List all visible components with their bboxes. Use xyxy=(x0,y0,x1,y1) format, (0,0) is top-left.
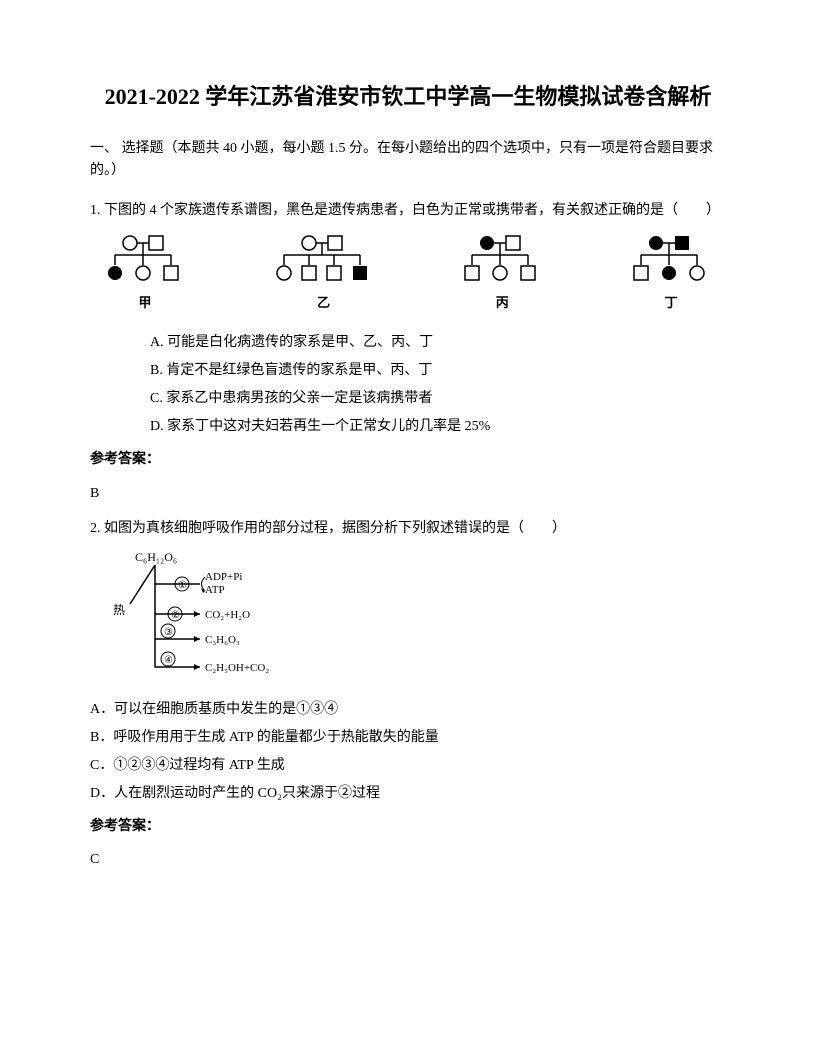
question-1: 1. 下图的 4 个家族遗传系谱图，黑色是遗传病患者，白色为正常或携带者，有关叙… xyxy=(90,198,726,506)
q2-diagram: C₆H₁₂O₆ 热 ① ADP+Pi ATP ② CO₂+H₂O xyxy=(110,549,726,688)
pedigree-ding: 丁 xyxy=(626,233,716,314)
q1-option-a: A. 可能是白化病遗传的家系是甲、乙、丙、丁 xyxy=(150,329,726,357)
respiration-diagram-svg: C₆H₁₂O₆ 热 ① ADP+Pi ATP ② CO₂+H₂O xyxy=(110,549,330,679)
q1-answer-label: 参考答案： xyxy=(90,447,726,472)
glucose-label: C₆H₁₂O₆ xyxy=(135,550,177,564)
q1-options: A. 可能是白化病遗传的家系是甲、乙、丙、丁 B. 肯定不是红绿色盲遗传的家系是… xyxy=(90,329,726,441)
pedigree-jia-svg xyxy=(100,233,190,288)
circle-2: ② xyxy=(171,610,180,621)
pedigree-ding-svg xyxy=(626,233,716,288)
circle-1: ① xyxy=(178,580,187,591)
q1-option-b: B. 肯定不是红绿色盲遗传的家系是甲、丙、丁 xyxy=(150,357,726,385)
section-header: 一、 选择题（本题共 40 小题，每小题 1.5 分。在每小题给出的四个选项中，… xyxy=(90,138,726,183)
q2-option-c: C．①②③④过程均有 ATP 生成 xyxy=(90,752,726,780)
q1-text: 1. 下图的 4 个家族遗传系谱图，黑色是遗传病患者，白色为正常或携带者，有关叙… xyxy=(90,198,726,223)
circle-4: ④ xyxy=(164,655,173,666)
q1-option-c: C. 家系乙中患病男孩的父亲一定是该病携带者 xyxy=(150,385,726,413)
heat-label: 热 xyxy=(113,603,125,617)
ethanol-label: C₂H₅OH+CO₂ xyxy=(205,662,269,674)
pedigree-bing-svg xyxy=(457,233,547,288)
pedigree-bing: 丙 xyxy=(457,233,547,314)
pedigree-jia: 甲 xyxy=(100,233,190,314)
pedigree-yi-svg xyxy=(269,233,379,288)
c3-label: C₃H₆O₃ xyxy=(205,634,240,646)
co2-label: CO₂+H₂O xyxy=(205,609,250,621)
q2-option-a: A．可以在细胞质基质中发生的是①③④ xyxy=(90,696,726,724)
q1-answer: B xyxy=(90,481,726,506)
q2-option-b: B．呼吸作用用于生成 ATP 的能量都少于热能散失的能量 xyxy=(90,724,726,752)
pedigree-label-yi: 乙 xyxy=(317,291,330,314)
atp-label: ATP xyxy=(205,584,225,596)
pedigree-diagrams: 甲 乙 xyxy=(90,233,726,314)
pedigree-label-ding: 丁 xyxy=(664,291,677,314)
question-2: 2. 如图为真核细胞呼吸作用的部分过程，据图分析下列叙述错误的是（ ） C₆H₁… xyxy=(90,516,726,873)
pedigree-label-jia: 甲 xyxy=(138,291,151,314)
q2-options: A．可以在细胞质基质中发生的是①③④ B．呼吸作用用于生成 ATP 的能量都少于… xyxy=(90,696,726,808)
q2-answer: C xyxy=(90,847,726,872)
q2-option-d: D．人在剧烈运动时产生的 CO₂只来源于②过程 xyxy=(90,780,726,808)
circle-3: ③ xyxy=(164,627,173,638)
q2-text: 2. 如图为真核细胞呼吸作用的部分过程，据图分析下列叙述错误的是（ ） xyxy=(90,516,726,541)
page-title: 2021-2022 学年江苏省淮安市钦工中学高一生物模拟试卷含解析 xyxy=(90,80,726,113)
q2-answer-label: 参考答案： xyxy=(90,814,726,839)
pedigree-label-bing: 丙 xyxy=(496,291,509,314)
q1-option-d: D. 家系丁中这对夫妇若再生一个正常女儿的几率是 25% xyxy=(150,413,726,441)
adp-label: ADP+Pi xyxy=(205,571,242,583)
pedigree-yi: 乙 xyxy=(269,233,379,314)
